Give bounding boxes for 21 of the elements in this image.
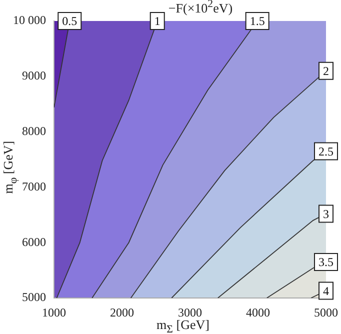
series-label: 4: [323, 284, 329, 298]
y-tick-label: 9000: [22, 68, 46, 83]
y-tick-label: 6000: [22, 234, 46, 249]
x-tick-label: 3000: [178, 305, 202, 320]
y-tick-label: 8000: [22, 124, 46, 138]
series-label: 3: [323, 206, 329, 221]
series-label: 0.5: [62, 14, 78, 28]
y-tick-label: 10 000: [13, 13, 46, 28]
series-label: 1: [154, 14, 160, 28]
series-label: 3.5: [318, 255, 334, 270]
series-label: 2: [323, 64, 329, 78]
x-tick-label: 2000: [110, 305, 134, 320]
chart-title: −F(×10$^{2}$eV): [168, 0, 233, 16]
y-tick-label: 7000: [22, 179, 46, 194]
x-tick-label: 1000: [42, 305, 66, 320]
series-label: 1.5: [250, 14, 265, 28]
x-tick-label: 4000: [246, 305, 270, 320]
x-axis-title: m$_{Σ}$ [GeV]: [156, 317, 210, 334]
y-tick-label: 5000: [22, 290, 46, 304]
series-label: 2.5: [318, 144, 334, 158]
x-tick-label: 5000: [314, 305, 338, 320]
